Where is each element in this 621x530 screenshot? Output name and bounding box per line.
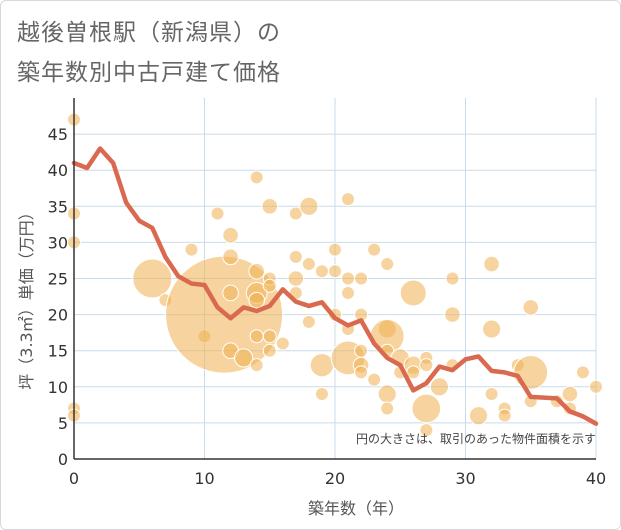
bubble-size-note: 円の大きさは、取引のあった物件面積を示す xyxy=(356,431,596,446)
y-tick-label: 10 xyxy=(48,378,68,397)
bubble-point xyxy=(328,242,342,257)
bubble-point xyxy=(132,258,173,299)
y-tick-label: 35 xyxy=(48,197,68,216)
y-tick-label: 40 xyxy=(48,161,68,180)
bubble-point xyxy=(248,262,266,280)
bubble-point xyxy=(262,278,277,293)
bubble-point xyxy=(262,343,277,358)
bubble-point xyxy=(299,196,319,216)
bubble-point xyxy=(429,377,449,397)
bubble-point xyxy=(234,348,254,368)
bubble-point xyxy=(210,206,225,221)
bubble-point xyxy=(184,242,199,257)
bubble-point xyxy=(380,401,395,416)
y-tick-label: 25 xyxy=(48,270,68,289)
bubble-point xyxy=(399,279,427,307)
bubble-point xyxy=(222,248,239,266)
bubble-point xyxy=(411,393,442,424)
bubble-point xyxy=(484,387,499,402)
y-tick-label: 15 xyxy=(48,342,68,361)
bubble-point xyxy=(287,270,305,287)
bubble-point xyxy=(261,198,279,215)
x-tick-label: 20 xyxy=(325,469,345,488)
bubble-point xyxy=(248,291,266,309)
bubble-point xyxy=(522,299,540,316)
y-axis-label: 坪（3.3㎡）単価（万円） xyxy=(17,204,36,389)
bubble-point xyxy=(497,408,512,423)
bubble-point xyxy=(445,271,460,286)
bubble-point xyxy=(341,285,356,300)
bubble-point xyxy=(377,384,397,404)
bubble-point xyxy=(275,336,290,351)
bubble-point xyxy=(575,365,590,380)
x-tick-label: 30 xyxy=(455,469,475,488)
bubble-point xyxy=(249,358,264,373)
chart-title-line2: 築年数別中古戸建て価格 xyxy=(17,60,281,86)
trend-line xyxy=(71,146,599,426)
grid-lines xyxy=(74,98,597,459)
bubble-point xyxy=(468,406,489,426)
y-tick-label: 0 xyxy=(58,450,68,469)
bubble-point xyxy=(380,257,395,272)
bubble-point xyxy=(314,264,329,279)
bubble-point xyxy=(367,242,382,257)
bubble-point xyxy=(513,354,549,390)
chart-title-line1: 越後曽根駅（新潟県）の xyxy=(17,20,281,46)
bubble-point xyxy=(419,358,434,373)
bubble-point xyxy=(354,365,369,380)
bubble-point xyxy=(288,249,303,264)
bubble-point xyxy=(589,379,603,394)
bubble-point xyxy=(341,192,356,207)
y-tick-label: 45 xyxy=(48,125,68,144)
bubble-point xyxy=(301,257,316,272)
bubble-point xyxy=(561,385,579,403)
y-tick-label: 30 xyxy=(48,233,68,252)
bubble-point xyxy=(341,271,356,286)
bubble-point xyxy=(406,365,421,380)
x-axis-label: 築年数（年） xyxy=(308,499,404,518)
axes: 0 5 10 15 20 25 30 35 40 45 0 10 20 30 40 xyxy=(48,98,606,488)
bubble-point xyxy=(444,306,461,323)
bubble-point xyxy=(483,255,500,273)
x-tick-label: 40 xyxy=(586,469,606,488)
x-tick-label: 0 xyxy=(69,469,79,488)
bubble-point xyxy=(419,423,434,438)
bubble-point xyxy=(262,329,277,344)
bubble-point xyxy=(328,264,342,279)
bubble-point xyxy=(249,170,264,185)
bubble-point xyxy=(309,352,335,378)
bubble-point xyxy=(354,271,369,286)
bubble-point xyxy=(354,343,369,358)
y-tick-label: 5 xyxy=(58,414,68,433)
bubble-point xyxy=(367,372,382,387)
bubble-point xyxy=(301,314,316,329)
bubble-point xyxy=(222,226,239,244)
bubble-point xyxy=(249,329,264,344)
bubble-point xyxy=(314,387,329,402)
trend-line-series xyxy=(71,146,599,426)
y-tick-label: 20 xyxy=(48,306,68,325)
bubble-point xyxy=(482,319,502,339)
x-tick-label: 10 xyxy=(194,469,214,488)
bubble-point xyxy=(288,206,303,221)
bubble-point xyxy=(222,284,239,302)
